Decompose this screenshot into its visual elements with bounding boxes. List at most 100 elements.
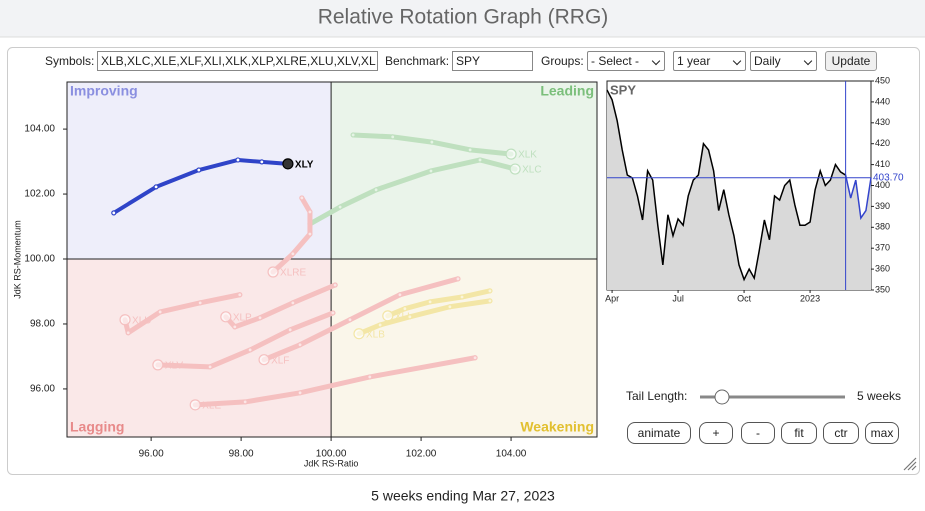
x-tick-label: 98.00 [229,449,254,460]
series-label: XLE [202,400,221,411]
y-tick-label: 440 [875,96,890,106]
tail-value: 5 weeks [857,389,901,403]
y-tick-label: 98.00 [30,319,55,330]
series-label: XLP [233,312,252,323]
tail-point [427,299,433,305]
view-button[interactable]: ctr [823,422,859,444]
tail-point [290,300,296,306]
head-point [258,354,270,366]
tail-point [197,300,203,306]
tail-point [455,276,461,282]
tail-point [287,327,293,333]
x-tick-label: 104.00 [496,449,527,460]
tail-point [307,231,313,237]
last-value-label: 403.70 [873,172,904,183]
symbols-input[interactable]: XLB,XLC,XLE,XLF,XLI,XLK,XLP,XLRE,XLU,XLV… [97,51,378,71]
y-tick-label: 420 [875,138,890,148]
head-point [353,328,365,340]
slider-knob[interactable] [714,389,730,405]
x-tick-label: 102.00 [406,449,437,460]
frequency-select[interactable]: Daily [750,51,817,71]
series-label: XLY [295,159,314,170]
series-label: XLRE [280,268,306,279]
footer: 5 weeks ending Mar 27, 2023 [371,488,555,504]
tail-point [242,399,248,405]
head-point [119,314,131,326]
benchmark-label: Benchmark: [385,54,450,68]
tail-point [477,157,483,163]
tail-point [196,167,202,173]
tail-point [487,288,493,294]
tail-point [487,298,493,304]
view-button[interactable]: animate [627,422,691,444]
y-tick-label: 450 [875,75,890,85]
tail-point [397,292,403,298]
tail-point [350,132,356,138]
head-point [267,266,279,278]
tail-point [402,306,408,312]
tail-point [377,322,383,328]
tail-point [297,390,303,396]
series-label: XLC [522,165,541,176]
tail-point [247,347,253,353]
x-tick-label: 96.00 [139,449,164,460]
tail-point [337,204,343,210]
head-point [152,359,164,371]
head-point [189,399,201,411]
page-title: Relative Rotation Graph (RRG) [318,6,609,29]
head-point [505,148,517,160]
x-tick-label: Jul [672,293,684,303]
price-line [606,89,872,282]
y-tick-label: 410 [875,159,890,169]
period-select[interactable]: 1 year [673,51,746,71]
y-tick-label: 390 [875,201,890,211]
tail-point [125,330,131,336]
y-tick-label: 104.00 [24,124,55,135]
symbols-label: Symbols: [45,54,95,68]
quadrant-label: Leading [540,83,594,99]
y-tick-label: 100.00 [24,254,55,265]
tail-point [459,294,465,300]
view-button[interactable]: fit [781,422,817,444]
tail-point [373,187,379,193]
groups-label: Groups: [541,54,584,68]
resize-grip [903,457,917,471]
y-tick-label: 102.00 [24,189,55,200]
tail-line [307,157,518,227]
quadrant [331,259,597,437]
tail-point [257,315,263,321]
benchmark-input[interactable]: SPY [452,51,533,71]
tail-point [157,309,163,315]
tail-point [447,304,453,310]
tail-point [207,364,213,370]
y-tick-label: 430 [875,117,890,127]
y-tick-label: 380 [875,222,890,232]
tail-point [428,168,434,174]
price-area [607,89,871,290]
quadrant-label: Lagging [70,419,124,435]
series-label: XLU [132,315,151,326]
price-title: SPY [610,82,636,97]
view-button[interactable]: max [865,422,899,444]
x-axis-label: JdK RS-Ratio [304,458,359,468]
tail-line [111,157,290,215]
tail-point [237,292,243,298]
view-button[interactable]: - [741,422,775,444]
tail-point [367,374,373,380]
x-tick-label: 2023 [800,293,820,303]
tail-point [232,324,238,330]
series-label: XLB [366,329,385,340]
tail-point [332,282,338,288]
tail-point [347,317,353,323]
tail-point [472,355,478,361]
view-button[interactable]: + [699,422,733,444]
tail-point [259,159,265,165]
groups-select[interactable]: - Select - [587,51,665,71]
update-button[interactable]: Update [825,51,877,71]
head-point [509,163,521,175]
head-point [220,311,232,323]
tail-point [299,195,305,201]
tail-point [390,134,396,140]
series-label: XLV [165,361,183,372]
